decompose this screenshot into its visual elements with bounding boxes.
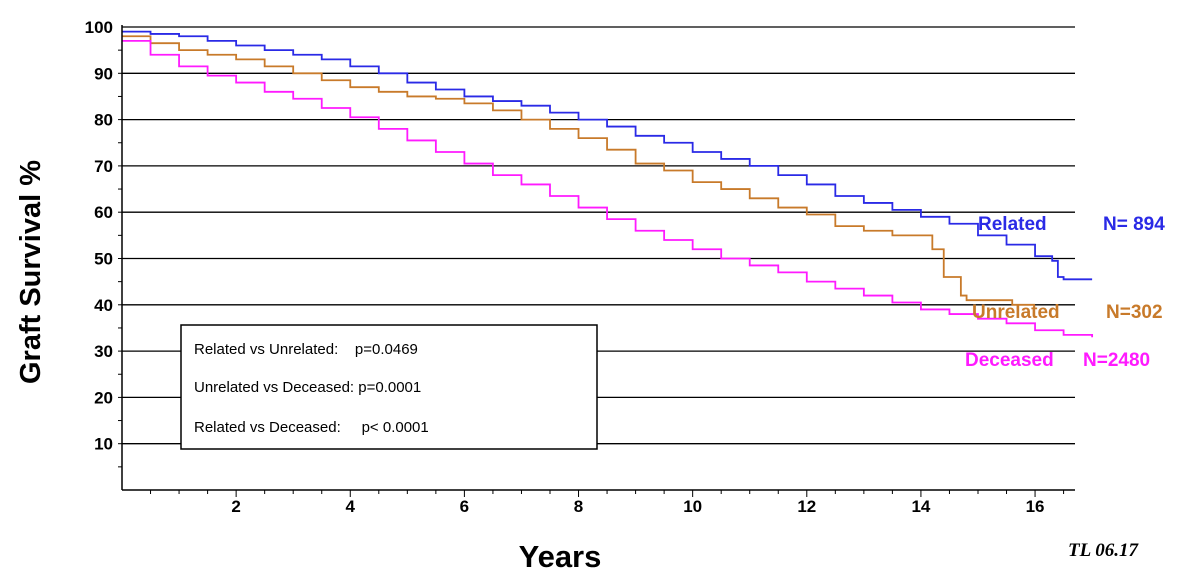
y-tick-label-10: 10	[94, 435, 113, 454]
pvalue-box: Related vs Unrelated: p=0.0469 Unrelated…	[180, 324, 598, 450]
x-tick-label-2: 2	[231, 497, 240, 516]
y-tick-label-20: 20	[94, 388, 113, 407]
y-tick-label-100: 100	[85, 18, 113, 37]
pvalue-line-2: Unrelated vs Deceased: p=0.0001	[194, 379, 421, 396]
y-tick-label-30: 30	[94, 342, 113, 361]
y-tick-label-60: 60	[94, 203, 113, 222]
y-axis-title: Graft Survival %	[15, 160, 47, 384]
y-tick-label-70: 70	[94, 157, 113, 176]
pvalue-box-frame	[180, 324, 598, 450]
series-line-deceased	[122, 39, 1094, 338]
y-tick-label-90: 90	[94, 64, 113, 83]
series-n-deceased: N=2480	[1083, 350, 1150, 371]
x-tick-label-6: 6	[460, 497, 469, 516]
pvalue-line-1: Related vs Unrelated: p=0.0469	[194, 341, 418, 358]
pvalue-line-3: Related vs Deceased: p< 0.0001	[194, 419, 429, 436]
x-tick-label-14: 14	[911, 497, 930, 516]
series-line-unrelated	[122, 35, 1036, 306]
series-line-related	[122, 30, 1093, 281]
y-tick-label-50: 50	[94, 250, 113, 269]
y-tick-label-40: 40	[94, 296, 113, 315]
series-label-unrelated: Unrelated	[972, 302, 1060, 323]
x-tick-label-16: 16	[1026, 497, 1045, 516]
corner-note: TL 06.17	[1068, 540, 1140, 561]
y-tick-label-80: 80	[94, 111, 113, 130]
series-n-unrelated: N=302	[1106, 302, 1163, 323]
x-tick-label-8: 8	[574, 497, 583, 516]
series-n-related: N= 894	[1103, 214, 1165, 235]
x-tick-label-4: 4	[346, 497, 356, 516]
series-group	[122, 30, 1094, 338]
series-labels: Related N= 894 Unrelated N=302 Deceased N=248…	[965, 214, 1165, 371]
x-tick-label-10: 10	[683, 497, 702, 516]
series-label-deceased: Deceased	[965, 350, 1054, 371]
x-axis-title: Years	[519, 539, 602, 574]
axes: 10 20 30 40 50 60 70 80 90 100 2 4 6 8 10 12 14 16	[85, 18, 1075, 516]
series-label-related: Related	[978, 214, 1047, 235]
x-tick-label-12: 12	[797, 497, 816, 516]
